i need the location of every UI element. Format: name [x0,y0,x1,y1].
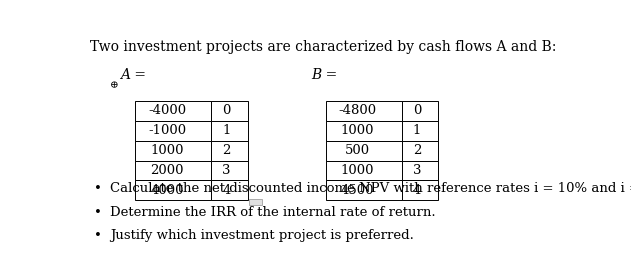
Text: 0: 0 [413,104,422,117]
Text: Calculate the net discounted income NPV with reference rates i = 10% and i = 15%: Calculate the net discounted income NPV … [110,182,631,195]
Text: Justify which investment project is preferred.: Justify which investment project is pref… [110,229,413,242]
Text: •: • [95,182,102,195]
Bar [211,141,247,160]
Text: A =: A = [121,68,146,82]
Bar [135,160,211,180]
Bar [326,180,402,200]
Text: 2: 2 [222,144,230,157]
Text: 4500: 4500 [341,184,374,197]
Text: Two investment projects are characterized by cash flows A and B:: Two investment projects are characterize… [90,40,557,54]
Bar [135,180,211,200]
Text: 2: 2 [413,144,422,157]
Bar [402,121,439,141]
Text: B =: B = [311,68,338,82]
Bar [211,101,247,121]
Text: 2000: 2000 [150,164,184,177]
Text: -4800: -4800 [339,104,377,117]
Bar [135,141,211,160]
Text: 3: 3 [413,164,422,177]
Bar [211,160,247,180]
Text: -4000: -4000 [148,104,186,117]
Bar [402,180,439,200]
Bar [326,121,402,141]
Text: •: • [95,206,102,219]
Text: -1000: -1000 [148,124,186,137]
Text: Determine the IRR of the internal rate of return.: Determine the IRR of the internal rate o… [110,206,435,219]
Bar [211,180,247,200]
Text: 1: 1 [413,124,422,137]
Text: 4000: 4000 [150,184,184,197]
Bar [326,101,402,121]
Text: 1000: 1000 [150,144,184,157]
Bar [211,121,247,141]
Bar [135,121,211,141]
Bar [402,141,439,160]
Text: ⊕: ⊕ [110,81,119,90]
Text: 4: 4 [222,184,230,197]
Text: 500: 500 [345,144,370,157]
Text: 1000: 1000 [341,124,374,137]
Text: 3: 3 [222,164,230,177]
Bar [326,160,402,180]
Bar [402,101,439,121]
Bar [249,199,262,205]
Text: 1: 1 [222,124,230,137]
Bar [135,101,211,121]
Bar [402,160,439,180]
Text: 0: 0 [222,104,230,117]
Text: •: • [95,229,102,242]
Bar [326,141,402,160]
Text: 4: 4 [413,184,422,197]
Text: 1000: 1000 [341,164,374,177]
